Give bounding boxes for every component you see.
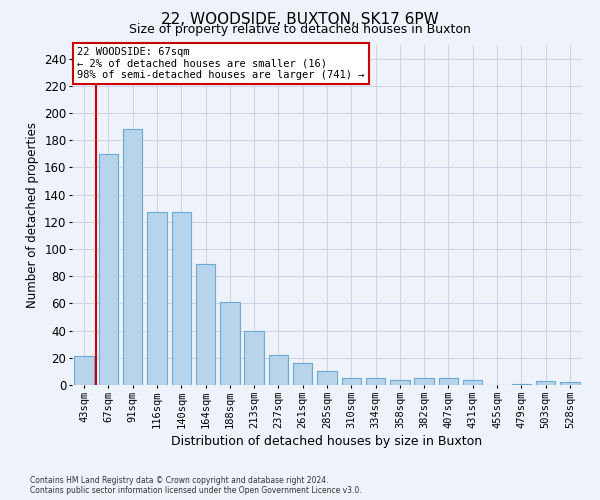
Text: 22, WOODSIDE, BUXTON, SK17 6PW: 22, WOODSIDE, BUXTON, SK17 6PW: [161, 12, 439, 28]
Bar: [196, 264, 215, 385]
Bar: [439, 378, 458, 385]
Bar: [172, 212, 191, 385]
Bar: [123, 130, 142, 385]
Bar: [74, 356, 94, 385]
Bar: [415, 378, 434, 385]
Bar: [99, 154, 118, 385]
Bar: [220, 302, 239, 385]
Bar: [269, 355, 288, 385]
Bar: [390, 380, 410, 385]
Bar: [244, 330, 264, 385]
Bar: [147, 212, 167, 385]
Text: Size of property relative to detached houses in Buxton: Size of property relative to detached ho…: [129, 22, 471, 36]
Bar: [293, 363, 313, 385]
X-axis label: Distribution of detached houses by size in Buxton: Distribution of detached houses by size …: [172, 435, 482, 448]
Bar: [560, 382, 580, 385]
Bar: [366, 378, 385, 385]
Bar: [536, 381, 555, 385]
Bar: [463, 380, 482, 385]
Y-axis label: Number of detached properties: Number of detached properties: [26, 122, 38, 308]
Bar: [341, 378, 361, 385]
Text: 22 WOODSIDE: 67sqm
← 2% of detached houses are smaller (16)
98% of semi-detached: 22 WOODSIDE: 67sqm ← 2% of detached hous…: [77, 46, 365, 80]
Text: Contains HM Land Registry data © Crown copyright and database right 2024.
Contai: Contains HM Land Registry data © Crown c…: [30, 476, 362, 495]
Bar: [317, 372, 337, 385]
Bar: [512, 384, 531, 385]
